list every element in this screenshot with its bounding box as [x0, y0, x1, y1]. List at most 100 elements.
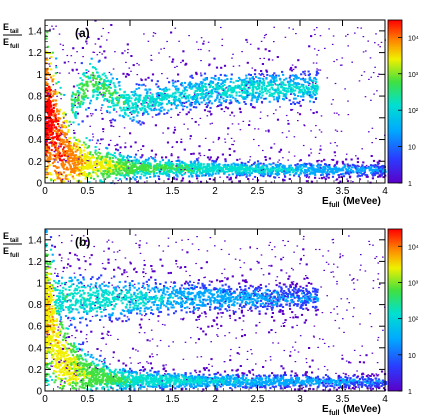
density-cell	[65, 327, 68, 330]
density-cell	[152, 32, 155, 34]
density-cell	[63, 93, 66, 96]
density-cell	[241, 51, 243, 53]
density-cell	[161, 102, 164, 105]
density-cell	[131, 170, 134, 173]
density-cell	[131, 172, 134, 175]
density-cell	[120, 95, 123, 98]
density-cell	[190, 96, 193, 99]
density-cell	[78, 103, 81, 105]
density-cell	[161, 106, 164, 109]
density-cell	[356, 175, 359, 178]
density-cell	[196, 93, 199, 96]
density-cell	[296, 165, 299, 168]
density-cell	[260, 85, 263, 88]
density-cell	[369, 387, 372, 390]
density-cell	[296, 101, 299, 104]
density-cell	[110, 170, 113, 173]
density-cell	[273, 92, 276, 95]
density-cell	[125, 61, 127, 63]
density-cell	[210, 113, 213, 116]
density-cell	[143, 33, 145, 35]
density-cell	[53, 169, 57, 172]
density-cell	[111, 164, 115, 167]
density-cell	[151, 73, 155, 76]
density-cell	[206, 156, 210, 159]
density-cell	[110, 160, 113, 163]
density-cell	[181, 108, 185, 111]
density-cell	[46, 137, 49, 140]
density-cell	[287, 120, 289, 122]
density-cell	[277, 166, 280, 169]
density-cell	[145, 96, 148, 99]
density-cell	[90, 353, 93, 356]
density-cell	[171, 167, 174, 170]
density-cell	[95, 163, 98, 166]
density-cell	[95, 68, 98, 71]
density-cell	[259, 111, 262, 113]
density-cell	[71, 367, 74, 370]
density-cell	[91, 166, 94, 169]
density-cell	[80, 180, 83, 183]
density-cell	[68, 72, 70, 74]
density-cell	[50, 56, 53, 58]
density-cell	[191, 102, 194, 104]
density-cell	[185, 89, 188, 92]
density-cell	[304, 168, 307, 171]
density-cell	[209, 84, 212, 87]
density-cell	[132, 91, 135, 94]
density-cell	[118, 114, 121, 117]
density-cell	[82, 141, 86, 144]
density-cell	[259, 375, 262, 378]
density-cell	[127, 48, 129, 51]
density-cell	[82, 98, 86, 101]
density-cell	[92, 133, 94, 135]
density-cell	[117, 179, 119, 182]
density-cell	[297, 166, 300, 169]
density-cell	[81, 103, 84, 106]
density-cell	[173, 99, 176, 102]
density-cell	[80, 100, 83, 103]
density-cell	[118, 135, 121, 138]
density-cell	[126, 73, 129, 75]
density-cell	[107, 143, 111, 146]
density-cell	[299, 100, 301, 102]
density-cell	[112, 104, 115, 107]
density-cell	[171, 146, 174, 148]
density-cell	[306, 175, 309, 177]
density-cell	[149, 101, 152, 104]
density-cell	[140, 78, 142, 80]
density-cell	[77, 156, 80, 159]
density-cell	[123, 158, 126, 161]
density-cell	[245, 80, 248, 83]
density-cell	[50, 124, 53, 127]
density-cell	[156, 92, 160, 95]
density-cell	[57, 116, 60, 119]
density-cell	[98, 148, 101, 150]
density-cell	[370, 99, 372, 101]
density-cell	[265, 85, 269, 88]
density-cell	[139, 156, 142, 159]
density-cell	[66, 168, 69, 171]
density-cell	[363, 167, 366, 170]
density-cell	[285, 136, 288, 138]
density-cell	[53, 112, 57, 115]
density-cell	[100, 166, 103, 169]
density-cell	[291, 64, 294, 66]
density-cell	[152, 168, 155, 170]
density-cell	[208, 163, 211, 166]
density-cell	[46, 105, 49, 108]
density-cell	[310, 382, 313, 384]
density-cell	[125, 174, 128, 176]
density-cell	[147, 76, 150, 79]
density-cell	[162, 98, 165, 101]
density-cell	[126, 154, 130, 157]
density-cell	[131, 165, 134, 167]
density-cell	[229, 95, 232, 98]
density-cell	[67, 317, 70, 320]
density-cell	[73, 100, 76, 103]
density-cell	[179, 171, 182, 174]
density-cell	[239, 171, 242, 174]
density-cell	[208, 174, 211, 177]
density-cell	[257, 95, 260, 98]
density-cell	[60, 93, 63, 96]
